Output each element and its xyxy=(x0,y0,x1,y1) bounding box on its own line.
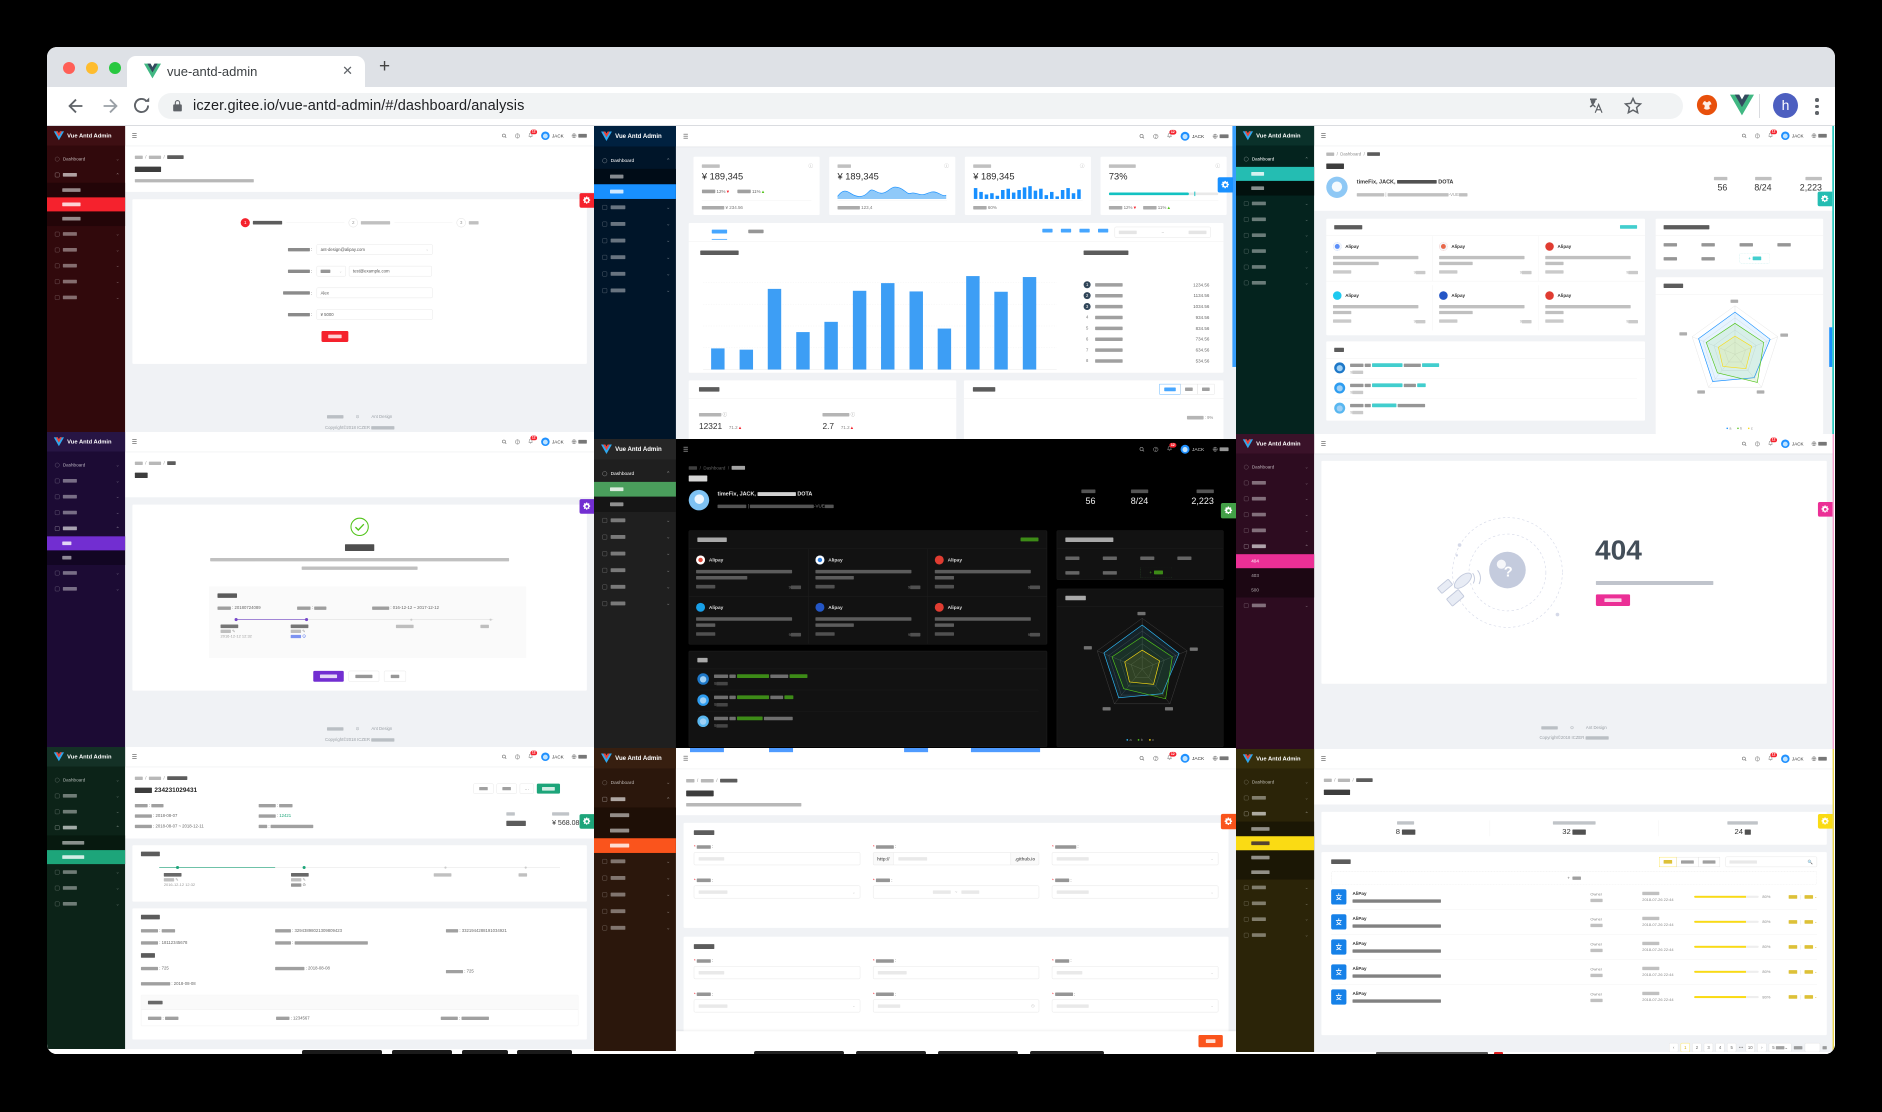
svg-text:?: ? xyxy=(1504,565,1513,581)
